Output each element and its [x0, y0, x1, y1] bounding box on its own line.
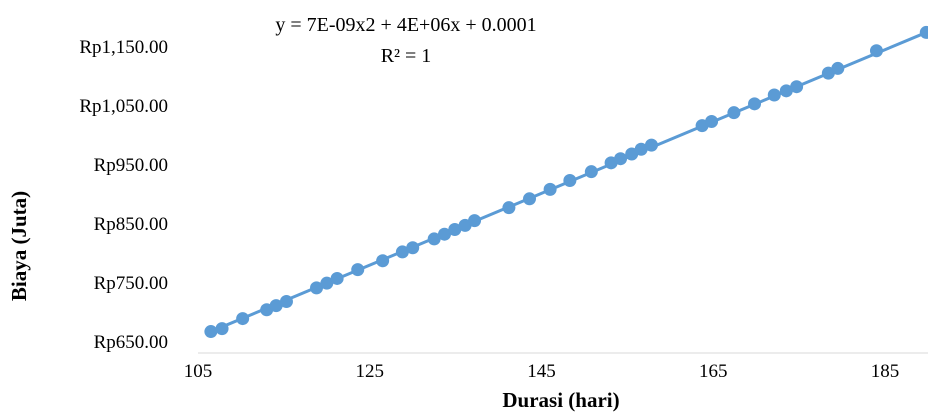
- data-point: [705, 115, 719, 129]
- x-tick-label: 185: [871, 361, 900, 382]
- data-point: [543, 182, 557, 196]
- x-axis-tick-labels: 105 125 145 165 185: [184, 361, 900, 382]
- data-point: [236, 312, 250, 326]
- data-point: [395, 245, 409, 259]
- data-point: [204, 325, 218, 339]
- y-tick-label: Rp950.00: [94, 155, 168, 176]
- data-point: [790, 80, 804, 94]
- x-tick-label: 165: [699, 361, 728, 382]
- y-axis-tick-labels: Rp650.00 Rp750.00 Rp850.00 Rp950.00 Rp1,050.…: [79, 37, 168, 353]
- data-point: [502, 201, 516, 215]
- data-point: [831, 61, 845, 75]
- data-point: [563, 174, 577, 188]
- data-point: [320, 276, 334, 290]
- x-tick-label: 125: [356, 361, 385, 382]
- data-point: [330, 271, 344, 285]
- data-points: [204, 25, 928, 339]
- trendline-equation: y = 7E-09x2 + 4E+06x + 0.0001: [275, 14, 536, 36]
- data-point: [468, 214, 482, 228]
- data-point: [727, 106, 741, 120]
- data-point: [779, 84, 793, 98]
- data-point: [748, 97, 762, 111]
- x-tick-label: 105: [184, 361, 213, 382]
- data-point: [310, 281, 324, 295]
- x-axis-title: Durasi (hari): [502, 388, 619, 412]
- data-point: [269, 299, 283, 313]
- data-point: [634, 142, 648, 156]
- y-tick-label: Rp750.00: [94, 273, 168, 294]
- data-point: [767, 88, 781, 102]
- data-point: [523, 192, 537, 206]
- data-point: [376, 254, 390, 268]
- data-point: [406, 241, 420, 255]
- y-tick-label: Rp850.00: [94, 214, 168, 235]
- data-point: [351, 263, 365, 277]
- data-point: [644, 138, 658, 152]
- x-tick-label: 145: [527, 361, 556, 382]
- data-point: [448, 222, 462, 236]
- data-point: [584, 165, 598, 179]
- data-point: [869, 44, 883, 58]
- y-axis-title: Biaya (Juta): [7, 191, 31, 301]
- y-tick-label: Rp1,050.00: [79, 96, 168, 117]
- y-tick-label: Rp1,150.00: [79, 37, 168, 58]
- data-point: [919, 25, 928, 39]
- y-tick-label: Rp650.00: [94, 332, 168, 353]
- data-point: [437, 227, 451, 241]
- data-point: [427, 232, 441, 246]
- data-point: [215, 322, 229, 336]
- trendline-r-squared: R² = 1: [381, 45, 432, 67]
- data-point: [279, 294, 293, 308]
- data-point: [614, 152, 628, 166]
